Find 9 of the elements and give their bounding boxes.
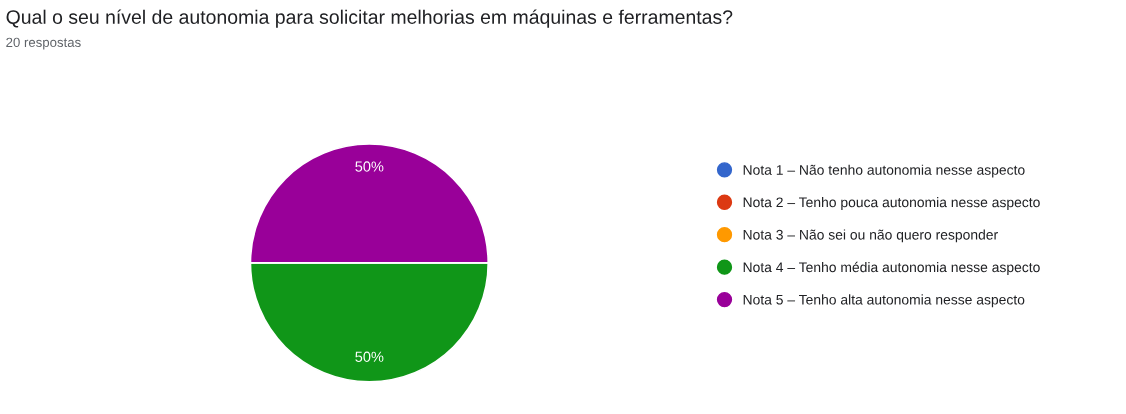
legend-label: Nota 1 – Não tenho autonomia nesse aspecto	[743, 164, 1025, 178]
legend-label: Nota 4 – Tenho média autonomia nesse aspecto	[743, 261, 1040, 275]
legend-label: Nota 3 – Não sei ou não quero responder	[743, 229, 998, 243]
data-label: 50%	[355, 161, 384, 172]
text: 20 respostas	[6, 37, 81, 50]
legend-label: Nota 2 – Tenho pouca autonomia nesse aspecto	[743, 197, 1040, 210]
legend-label: Nota 5 – Tenho alta autonomia nesse aspecto	[743, 294, 1025, 308]
chart-title: Qual o seu nível de autonomia para solicitar melhorias em máquinas e ferramentas?	[6, 9, 733, 28]
data-label: 50%	[355, 351, 384, 362]
